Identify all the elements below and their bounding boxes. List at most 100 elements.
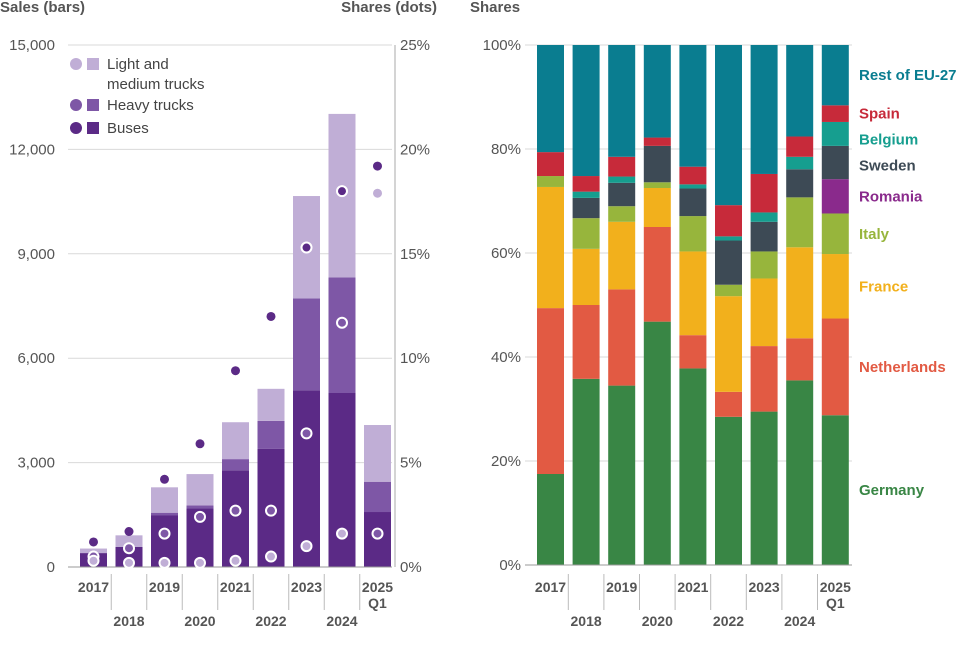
share-dot: [123, 542, 135, 555]
bar-segment: [643, 137, 671, 146]
bar-segment: [537, 45, 564, 153]
bar-segment: [750, 173, 778, 213]
bar-segment: [715, 236, 742, 241]
legend-dot-swatch: [70, 58, 82, 70]
shares-chart: Shares 0% 20% 40% 60% 80% 100% 2017 2018 2019 2020…: [470, 0, 957, 629]
legend-label: Heavy trucks: [107, 97, 194, 114]
bar-segment: [186, 474, 214, 506]
country-label: Italy: [859, 226, 890, 243]
x-tick-label: 2020: [642, 613, 673, 629]
bar-segment: [715, 416, 742, 565]
bar-segment: [750, 212, 778, 222]
bar-segment: [572, 378, 600, 565]
bar-segment: [679, 188, 707, 217]
y-tick-label: 0: [47, 559, 55, 576]
y-tick-label: 100%: [483, 37, 521, 54]
sales-chart: Sales (bars) Shares (dots) 0 3,000 6,000 9,00…: [0, 0, 437, 629]
x-tick-label: Q1: [826, 595, 845, 611]
share-dot: [87, 554, 100, 567]
share-dot: [194, 556, 206, 569]
y-tick-label: 3,000: [17, 455, 55, 472]
bar-segment: [608, 206, 636, 222]
bar-segment: [643, 321, 671, 565]
share-dot: [158, 556, 171, 569]
bar-segment: [821, 145, 849, 180]
share-dot: [89, 537, 98, 547]
x-tick-label: 2017: [78, 579, 109, 595]
bar-segment: [715, 284, 742, 297]
bar-segment: [643, 188, 671, 227]
y2-tick-label: 10%: [400, 350, 430, 367]
bar-segment: [293, 298, 320, 391]
country-label: Germany: [859, 482, 925, 499]
share-dot: [371, 527, 384, 540]
bar-segment: [572, 191, 600, 198]
bar-segment: [608, 182, 636, 207]
legend-dot-swatch: [70, 122, 82, 134]
bar-segment: [679, 251, 707, 336]
bar-segment: [786, 197, 814, 248]
bar-segment: [786, 136, 814, 157]
bar-segment: [572, 45, 600, 177]
bar-segment: [821, 179, 849, 214]
x-tick-label: 2024: [784, 613, 815, 629]
bar-segment: [750, 45, 778, 174]
legend-square-swatch: [87, 99, 99, 111]
bar-segment: [750, 278, 778, 347]
bar-segment: [715, 45, 742, 206]
bar-segment: [537, 308, 564, 474]
bar-segment: [786, 380, 814, 565]
bar-segment: [821, 121, 849, 146]
bar-segment: [186, 505, 214, 509]
bar-segment: [679, 216, 707, 252]
bar-segment: [151, 512, 178, 516]
x-tick-label: 2025: [820, 579, 851, 595]
y-tick-label: 9,000: [17, 246, 55, 263]
bar-segment: [643, 227, 671, 322]
bar-segment: [679, 45, 707, 167]
bar-segment: [572, 176, 600, 192]
share-dot: [336, 185, 348, 198]
x-tick-label: 2018: [113, 613, 144, 629]
share-dot: [266, 311, 276, 321]
x-tick-label: 2021: [677, 579, 708, 595]
y-tick-label: 80%: [491, 141, 521, 158]
share-dot: [300, 241, 313, 254]
bar-segment: [537, 186, 564, 309]
bar-segment: [821, 213, 849, 255]
bar-segment: [715, 391, 742, 417]
y-tick-label: 40%: [491, 349, 521, 366]
y2-tick-label: 25%: [400, 37, 430, 54]
bar-segment: [750, 251, 778, 279]
x-tick-label: 2018: [571, 613, 602, 629]
legend-dot-swatch: [70, 99, 82, 111]
bar-segment: [679, 184, 707, 189]
y2-tick-label: 5%: [400, 455, 422, 472]
bar-segment: [572, 248, 600, 305]
share-dot: [300, 540, 313, 553]
y-tick-label: 6,000: [17, 350, 55, 367]
country-label: Rest of EU-27: [859, 67, 957, 84]
y-tick-label: 15,000: [9, 37, 55, 54]
share-dot: [265, 504, 277, 517]
bar-segment: [364, 425, 391, 482]
bar-segment: [786, 156, 814, 170]
country-label: Spain: [859, 106, 900, 123]
bar-segment: [643, 182, 671, 188]
y2-tick-label: 15%: [400, 246, 430, 263]
x-tick-label: 2019: [606, 579, 637, 595]
bar-segment: [608, 176, 636, 183]
bar-segment: [364, 481, 391, 513]
share-dot: [124, 527, 134, 537]
right-chart-axis-title: Shares: [470, 0, 520, 16]
bar-segment: [643, 145, 671, 183]
share-dot: [265, 550, 277, 563]
bar-segment: [821, 318, 849, 416]
share-dot: [195, 439, 205, 449]
bar-segment: [572, 197, 600, 219]
y2-tick-label: 0%: [400, 559, 422, 576]
x-tick-label: 2020: [184, 613, 215, 629]
share-dot: [373, 188, 382, 198]
y-tick-label: 0%: [499, 557, 521, 574]
bar-segment: [151, 487, 178, 513]
